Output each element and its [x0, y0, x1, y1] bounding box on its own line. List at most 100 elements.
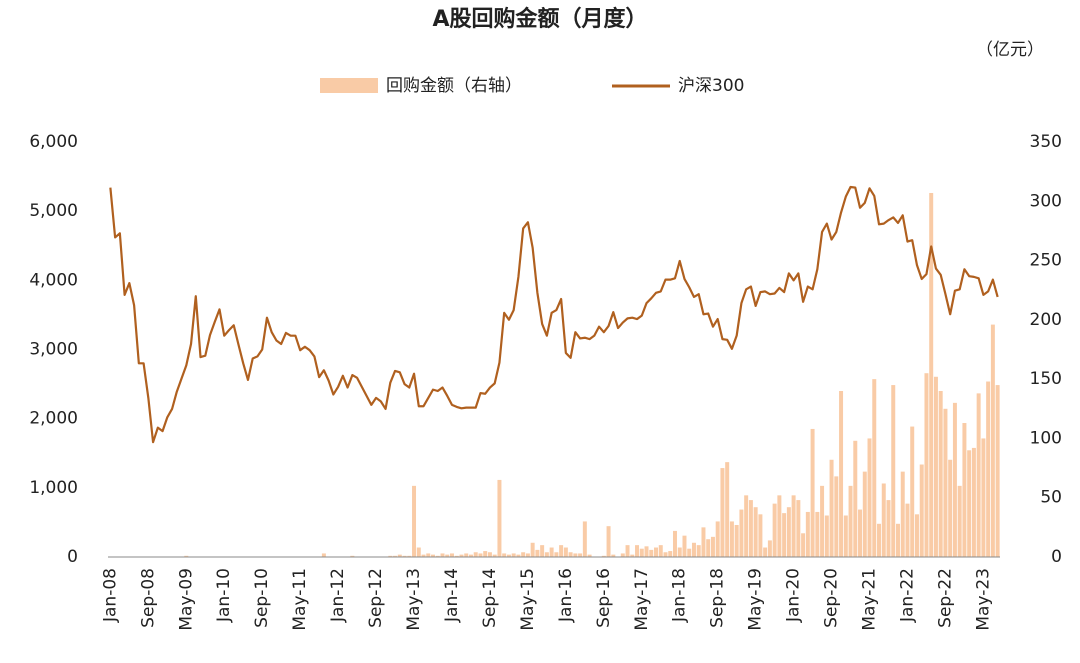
- bar: [516, 554, 521, 557]
- bar: [933, 376, 938, 557]
- bar: [426, 553, 431, 557]
- bar: [758, 514, 763, 557]
- bar: [962, 423, 967, 557]
- bar: [483, 551, 488, 557]
- bar: [748, 500, 753, 557]
- y2-tick-label: 250: [1030, 251, 1062, 271]
- bar: [350, 555, 355, 557]
- y2-axis-unit: （亿元）: [976, 40, 1044, 60]
- bar: [658, 545, 663, 557]
- bar: [948, 459, 953, 557]
- bar: [559, 545, 564, 557]
- bar: [412, 485, 417, 557]
- y2-tick-label: 350: [1030, 132, 1062, 152]
- x-tick-label: Sep-08: [138, 568, 158, 628]
- bar: [952, 402, 957, 557]
- legend-swatch: [320, 78, 378, 93]
- bar: [393, 555, 398, 557]
- bar: [796, 500, 801, 557]
- bar: [820, 485, 825, 557]
- bar: [805, 511, 810, 557]
- bar: [900, 471, 905, 557]
- bar: [611, 554, 616, 557]
- bar: [872, 379, 877, 557]
- bar: [691, 542, 696, 557]
- bar: [530, 542, 535, 557]
- bar: [549, 547, 554, 557]
- bar: [967, 450, 972, 557]
- bar: [905, 503, 910, 557]
- bar: [554, 552, 559, 557]
- bar: [843, 515, 848, 557]
- bar: [397, 554, 402, 557]
- bar: [824, 515, 829, 557]
- x-tick-label: May-19: [746, 568, 766, 631]
- bar: [862, 471, 867, 557]
- bar: [540, 545, 545, 557]
- bar: [744, 495, 749, 557]
- bar: [720, 468, 725, 557]
- bar: [810, 428, 815, 557]
- bar: [858, 509, 863, 557]
- bar: [976, 393, 981, 557]
- bar: [635, 545, 640, 557]
- bar: [801, 533, 806, 557]
- x-tick-label: Jan-22: [897, 568, 917, 623]
- bar: [791, 495, 796, 557]
- bar: [663, 552, 668, 557]
- bar: [914, 514, 919, 557]
- bar: [886, 500, 891, 557]
- bar: [867, 438, 872, 557]
- bar: [938, 391, 943, 557]
- bar: [639, 548, 644, 557]
- bar: [971, 447, 976, 557]
- bar: [687, 548, 692, 557]
- bar: [587, 554, 592, 557]
- y2-tick-label: 300: [1030, 191, 1062, 211]
- bar: [625, 545, 630, 557]
- bar: [502, 553, 507, 557]
- bar: [786, 507, 791, 557]
- legend-label: 回购金额（右轴）: [386, 76, 522, 96]
- y2-tick-label: 0: [1051, 547, 1062, 567]
- bar: [573, 553, 578, 557]
- bar: [578, 553, 583, 557]
- bar: [473, 552, 478, 557]
- bar: [767, 540, 772, 557]
- y-tick-label: 5,000: [29, 201, 78, 221]
- bar: [445, 554, 450, 557]
- y-tick-label: 2,000: [29, 409, 78, 429]
- x-tick-label: May-13: [404, 568, 424, 631]
- bar: [753, 507, 758, 557]
- bar: [853, 440, 858, 557]
- y-tick-label: 0: [67, 547, 78, 567]
- bar: [929, 192, 934, 557]
- x-tick-label: Sep-14: [480, 568, 500, 628]
- bar: [696, 545, 701, 557]
- bar: [644, 546, 649, 557]
- bar: [701, 527, 706, 557]
- bar: [990, 324, 995, 557]
- x-tick-label: Sep-12: [366, 568, 386, 628]
- bar: [957, 485, 962, 557]
- x-tick-label: May-23: [973, 568, 993, 631]
- bar: [777, 495, 782, 557]
- bar: [654, 547, 659, 557]
- x-tick-label: Jan-10: [214, 568, 234, 623]
- line: [109, 185, 999, 444]
- bar: [454, 555, 459, 557]
- bar: [184, 555, 189, 557]
- bar: [734, 524, 739, 557]
- bar: [402, 555, 407, 557]
- x-tick-label: Jan-18: [670, 568, 690, 623]
- bar: [910, 426, 915, 557]
- bar: [682, 535, 687, 557]
- bar: [706, 539, 711, 557]
- bar: [601, 555, 606, 557]
- bar: [464, 553, 469, 557]
- x-tick-label: Sep-16: [594, 568, 614, 628]
- x-tick-label: Sep-18: [708, 568, 728, 628]
- bar: [995, 385, 1000, 557]
- bar: [388, 555, 393, 557]
